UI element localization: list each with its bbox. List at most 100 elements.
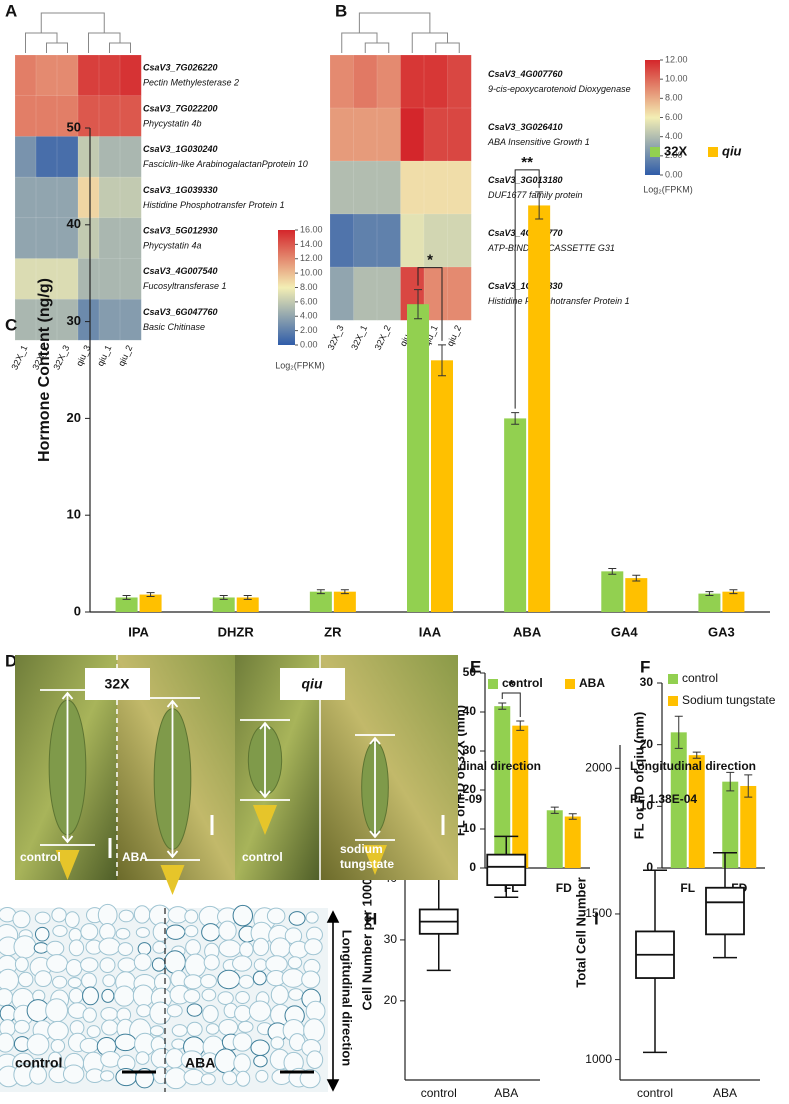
gene-name: Histidine Phosphotransfer Protein 1	[143, 200, 285, 210]
legend-swatch	[650, 147, 660, 157]
error-bar	[705, 591, 714, 597]
gene-id: CsaV3_7G026220	[143, 63, 218, 73]
colorbar-label: Log₂(FPKM)	[643, 184, 693, 194]
cell	[52, 975, 68, 989]
y-tick-label: 30	[640, 675, 654, 689]
bar	[722, 591, 745, 612]
y-tick-label: 10	[67, 507, 81, 522]
error-bar	[516, 720, 525, 731]
y-tick-label: 40	[67, 216, 81, 231]
cell	[237, 1020, 254, 1033]
cell	[34, 970, 52, 988]
heatmap-cell	[353, 54, 378, 109]
flower	[253, 805, 277, 835]
gene-id: CsaV3_1G030240	[143, 144, 218, 154]
panel-letter: D	[5, 651, 17, 670]
colorbar-tick-label: 14.00	[300, 239, 323, 249]
column-label: 32X_1	[9, 344, 29, 372]
cell	[64, 911, 80, 928]
bar	[601, 571, 624, 612]
cell	[218, 920, 237, 941]
cell	[13, 1019, 30, 1034]
error-bar	[243, 595, 252, 600]
cell	[99, 957, 116, 974]
bar	[528, 205, 551, 612]
heatmap-cell	[329, 107, 355, 162]
legend-label: control	[682, 671, 718, 685]
heatmap-cell	[14, 95, 37, 137]
bar	[625, 578, 648, 612]
gene-id: CsaV3_1G039330	[143, 185, 218, 195]
heatmap-cell	[98, 217, 121, 260]
y-axis-label: FL or FD of qiu (mm)	[631, 712, 646, 840]
cell	[117, 957, 137, 973]
cell	[183, 974, 203, 990]
heatmap-cell	[447, 266, 472, 321]
whisker-low	[494, 885, 519, 899]
cell	[0, 1032, 15, 1053]
cell	[201, 988, 217, 1002]
cell	[152, 940, 167, 954]
gene-id: CsaV3_4G007770	[488, 228, 563, 238]
cell	[202, 1004, 219, 1024]
column-label: qiu_2	[116, 344, 134, 368]
y-tick-label: 30	[384, 932, 398, 946]
error-bar	[438, 344, 446, 377]
flower	[160, 865, 185, 895]
cell	[184, 909, 199, 924]
cell	[113, 985, 135, 1007]
y-tick-label: 40	[463, 704, 477, 718]
cell	[233, 1053, 251, 1073]
x-tick-label: FL	[680, 881, 695, 895]
cell	[235, 1070, 251, 1087]
cell	[183, 988, 201, 1004]
cell	[281, 968, 305, 988]
heatmap-cell	[423, 54, 449, 109]
cell	[253, 958, 268, 972]
cell	[232, 1032, 253, 1052]
gene-name: Fucosyltransferase 1	[143, 281, 227, 291]
gene-name: Pectin Methylesterase 2	[143, 78, 239, 88]
cell	[270, 1036, 285, 1050]
gene-name: Histidine Phosphotransfer Protein 1	[488, 296, 630, 306]
heatmap-cell	[400, 54, 425, 109]
whisker-high	[643, 869, 667, 932]
heatmap-cell	[98, 258, 121, 300]
treatment-label: ABA	[185, 1055, 215, 1071]
y-tick-label: 0	[469, 860, 476, 874]
heatmap-cell	[56, 136, 79, 178]
significance-bracket	[417, 267, 443, 341]
error-bar	[498, 702, 507, 710]
y-tick-label: 50	[463, 665, 477, 679]
cell	[250, 1039, 270, 1057]
bar	[740, 785, 757, 868]
heatmap-cell	[98, 176, 121, 219]
bar	[698, 593, 721, 612]
gene-id: CsaV3_4G007760	[488, 69, 563, 79]
bar	[115, 597, 138, 612]
heatmap-cell	[98, 95, 121, 137]
bar	[212, 597, 235, 612]
cell	[151, 957, 166, 972]
cell	[14, 956, 29, 972]
cell	[81, 972, 97, 989]
legend-label: control	[502, 676, 543, 690]
cell	[100, 1070, 115, 1082]
whisker-low	[713, 934, 737, 959]
cell	[217, 969, 241, 990]
cell	[82, 1007, 97, 1023]
cell	[46, 940, 65, 956]
heatmap-cell	[77, 54, 100, 97]
cell	[135, 1051, 150, 1065]
direction-arrow	[326, 910, 340, 1092]
treatment-label: sodium	[340, 842, 383, 856]
cell	[47, 1020, 69, 1041]
treatment-label: tungstate	[340, 857, 394, 871]
cell	[217, 991, 234, 1005]
heatmap-cell	[14, 217, 37, 260]
legend-swatch	[488, 679, 498, 689]
cell	[133, 905, 151, 924]
cell	[270, 984, 289, 1005]
heatmap-cell	[376, 160, 402, 215]
cell	[288, 988, 304, 1001]
